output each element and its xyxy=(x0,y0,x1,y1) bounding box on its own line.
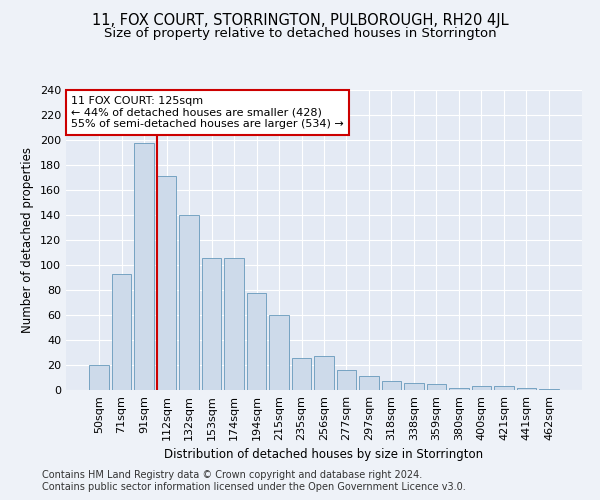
Bar xyxy=(314,356,334,390)
Bar xyxy=(157,176,176,390)
Bar xyxy=(112,274,131,390)
Text: 11 FOX COURT: 125sqm
← 44% of detached houses are smaller (428)
55% of semi-deta: 11 FOX COURT: 125sqm ← 44% of detached h… xyxy=(71,96,344,129)
Bar xyxy=(89,365,109,390)
Bar xyxy=(292,358,311,390)
Bar xyxy=(382,381,401,390)
Text: Contains HM Land Registry data © Crown copyright and database right 2024.: Contains HM Land Registry data © Crown c… xyxy=(42,470,422,480)
Bar xyxy=(449,388,469,390)
Bar xyxy=(134,142,154,390)
Bar xyxy=(247,292,266,390)
Bar xyxy=(224,258,244,390)
Bar xyxy=(179,215,199,390)
Bar xyxy=(337,370,356,390)
X-axis label: Distribution of detached houses by size in Storrington: Distribution of detached houses by size … xyxy=(164,448,484,462)
Text: Contains public sector information licensed under the Open Government Licence v3: Contains public sector information licen… xyxy=(42,482,466,492)
Text: 11, FOX COURT, STORRINGTON, PULBOROUGH, RH20 4JL: 11, FOX COURT, STORRINGTON, PULBOROUGH, … xyxy=(92,12,508,28)
Bar xyxy=(472,386,491,390)
Bar xyxy=(404,382,424,390)
Bar xyxy=(494,386,514,390)
Y-axis label: Number of detached properties: Number of detached properties xyxy=(22,147,34,333)
Bar xyxy=(427,384,446,390)
Bar xyxy=(359,376,379,390)
Text: Size of property relative to detached houses in Storrington: Size of property relative to detached ho… xyxy=(104,28,496,40)
Bar xyxy=(517,388,536,390)
Bar xyxy=(202,258,221,390)
Bar xyxy=(539,389,559,390)
Bar xyxy=(269,315,289,390)
